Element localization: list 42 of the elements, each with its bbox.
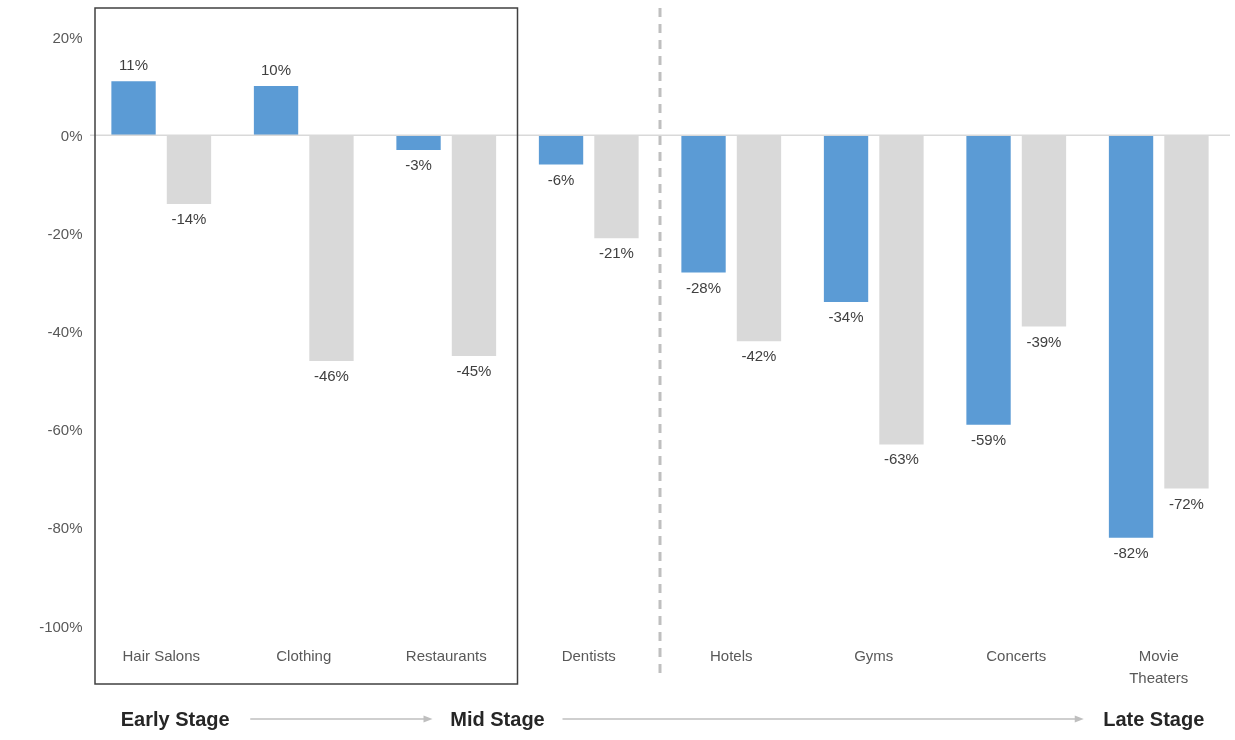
y-tick-label: -20% xyxy=(47,224,83,242)
data-label: -59% xyxy=(971,430,1007,448)
data-label: -34% xyxy=(828,308,864,326)
data-label: -42% xyxy=(741,347,777,365)
text: Late Stage xyxy=(1103,708,1205,730)
data-label: -6% xyxy=(547,170,575,188)
data-label: -3% xyxy=(405,155,432,173)
bar xyxy=(681,135,726,273)
bar xyxy=(1108,135,1154,538)
y-tick-label: -100% xyxy=(39,617,83,635)
x-tick-label: Dentists xyxy=(561,646,616,664)
data-label: -72% xyxy=(1168,494,1204,512)
x-tick-label: Hair Salons xyxy=(122,646,201,664)
x-tick-label: Movie Theaters xyxy=(1129,646,1189,686)
y-tick-label: -40% xyxy=(47,323,83,340)
y-tick-label: -60% xyxy=(47,421,83,439)
x-tick-label: Concerts xyxy=(986,646,1047,664)
y-tick-label: 0% xyxy=(60,126,83,144)
text: Mid Stage xyxy=(450,708,545,730)
data-label: -45% xyxy=(456,362,492,380)
data-label: 10% xyxy=(261,61,292,79)
bar xyxy=(823,135,869,303)
y-tick-label: 20% xyxy=(52,28,83,46)
x-tick-label: Gyms xyxy=(854,646,894,664)
data-label: -63% xyxy=(883,450,919,468)
x-tick-label: Clothing xyxy=(276,646,332,664)
data-label: -21% xyxy=(598,244,634,262)
data-label: -14% xyxy=(171,209,207,227)
y-tick-label: -80% xyxy=(47,519,83,537)
text: Early Stage xyxy=(120,708,230,730)
bar xyxy=(538,135,584,165)
data-label: 11% xyxy=(119,56,148,74)
data-label: -39% xyxy=(1026,332,1062,350)
bar xyxy=(111,81,156,136)
x-tick-label: Hotels xyxy=(709,646,753,664)
bar xyxy=(966,135,1011,425)
data-label: -28% xyxy=(686,278,722,296)
bar xyxy=(396,135,441,150)
data-label: -82% xyxy=(1113,543,1149,561)
data-label: -46% xyxy=(313,366,349,384)
bar xyxy=(253,86,299,136)
x-tick-label: Restaurants xyxy=(405,646,487,664)
